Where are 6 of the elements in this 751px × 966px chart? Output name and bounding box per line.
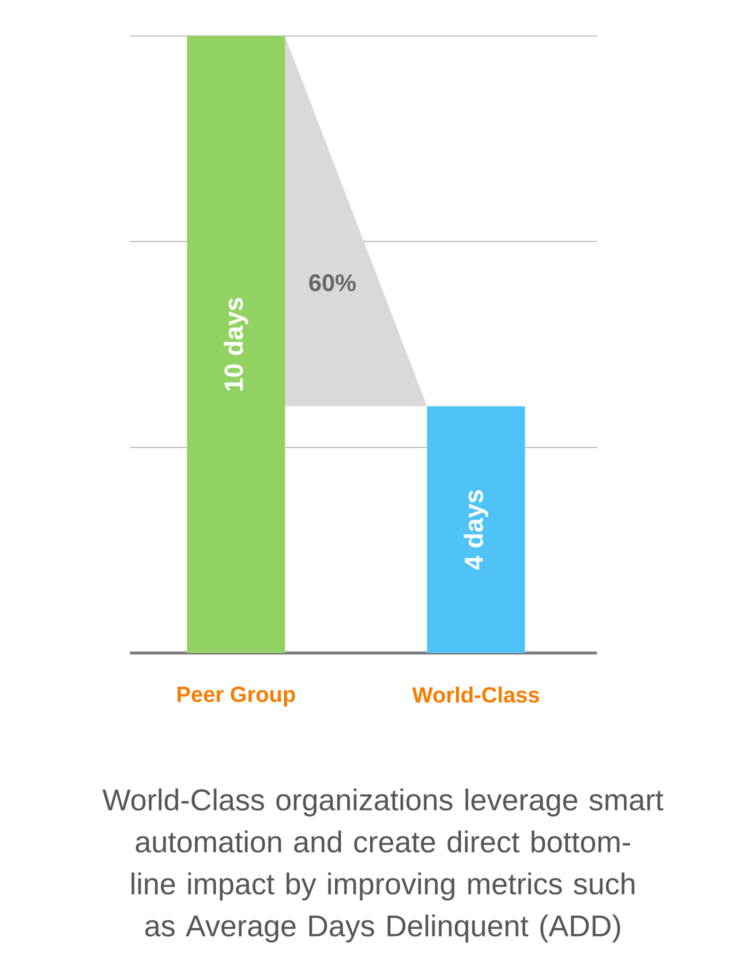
text: World-Class organizations leverage smart automation and create direct bottom-line impact by improving metrics such as Average Days Delinquent (ADD) (102, 788, 664, 942)
x-tick-label: Peer Group (178, 686, 295, 706)
x-tick-label: World-Class (412, 686, 540, 703)
annotation: 60% (309, 274, 356, 292)
data-label: 10 days (224, 298, 248, 391)
data-label: 4 days (464, 490, 488, 570)
